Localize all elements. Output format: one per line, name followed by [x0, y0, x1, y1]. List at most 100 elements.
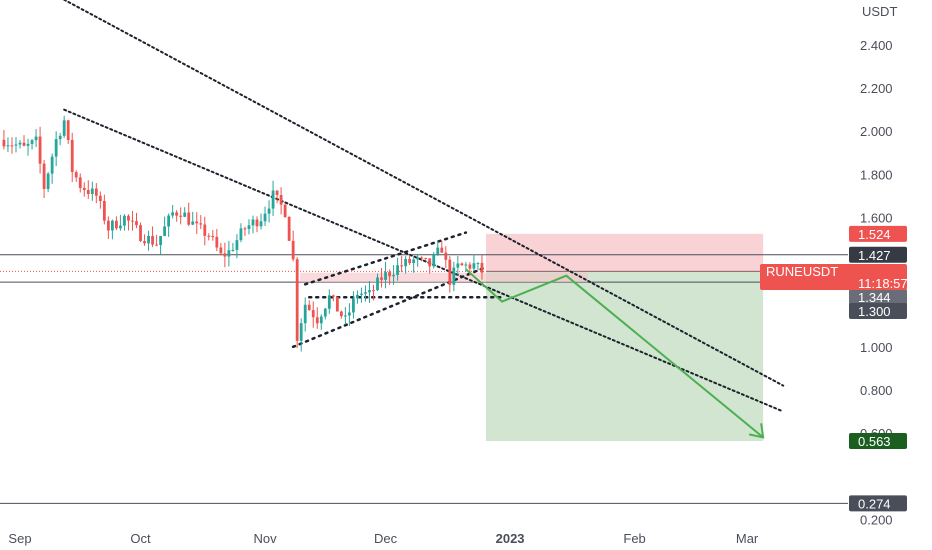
candle-body-41 — [167, 215, 171, 227]
candle-body-20 — [82, 187, 86, 191]
y-tick-8: 0.200 — [860, 512, 893, 527]
candle-body-50 — [203, 224, 207, 236]
candle-body-73 — [295, 259, 299, 341]
price-badge-label-6: 0.274 — [858, 496, 891, 511]
candle-body-9 — [38, 136, 42, 164]
candle-body-79 — [319, 316, 323, 324]
price-badge-label-3: 1.344 — [858, 290, 891, 305]
candle-body-119 — [480, 262, 484, 273]
candle-body-0 — [2, 139, 6, 147]
stop-loss-zone[interactable] — [485, 233, 764, 272]
candle-body-84 — [339, 311, 343, 317]
candle-body-33 — [135, 221, 138, 226]
symbol-badge-bg — [760, 264, 907, 290]
candle-body-81 — [327, 295, 331, 309]
trendline-3 — [303, 231, 468, 286]
take-profit-zone[interactable] — [485, 271, 764, 442]
candle-body-13 — [54, 139, 58, 157]
candles — [2, 115, 484, 352]
candle-body-92 — [372, 290, 375, 292]
candle-body-59 — [239, 228, 243, 241]
candle-body-107 — [432, 254, 436, 267]
candle-body-6 — [26, 143, 30, 146]
candle-body-26 — [106, 220, 110, 231]
price-badge-bg-4 — [849, 303, 907, 319]
candle-body-1 — [6, 145, 10, 147]
x-tick-1: Oct — [130, 531, 151, 546]
candle-body-43 — [175, 212, 179, 216]
candle-body-86 — [347, 312, 351, 316]
candle-body-11 — [46, 173, 50, 189]
candle-body-3 — [14, 144, 18, 146]
candle-body-34 — [139, 225, 142, 242]
candle-body-105 — [424, 257, 428, 259]
candle-body-111 — [448, 259, 452, 285]
candle-body-96 — [388, 272, 391, 277]
candle-body-104 — [420, 257, 424, 259]
candle-body-21 — [86, 190, 90, 194]
candle-body-40 — [163, 226, 167, 236]
y-tick-1: 2.200 — [860, 81, 893, 96]
candle-body-110 — [444, 252, 448, 260]
candle-body-97 — [392, 274, 395, 277]
candle-body-45 — [183, 212, 187, 217]
x-tick-5: Feb — [623, 531, 645, 546]
candle-body-115 — [464, 264, 468, 266]
candle-body-2 — [10, 145, 14, 147]
candle-body-7 — [30, 140, 34, 144]
price-badge-label-5: 0.563 — [858, 434, 891, 449]
candle-body-56 — [227, 250, 231, 257]
candle-body-80 — [323, 308, 327, 317]
candle-body-103 — [416, 257, 420, 260]
candle-body-62 — [251, 219, 255, 226]
price-badge-6: 0.274 — [849, 495, 907, 512]
candle-body-72 — [291, 240, 295, 260]
candle-body-76 — [307, 304, 311, 311]
price-badge-3: 1.344 — [849, 289, 907, 305]
candle-body-25 — [102, 201, 106, 221]
candle-body-114 — [460, 263, 464, 266]
candle-body-49 — [199, 223, 203, 225]
candle-body-57 — [231, 249, 235, 251]
candle-body-65 — [263, 213, 267, 222]
candle-body-27 — [110, 220, 114, 231]
candle-body-87 — [352, 298, 355, 313]
candle-body-47 — [191, 221, 195, 225]
countdown-label: 11:18:57 — [858, 276, 908, 291]
currency-label: USDT — [862, 4, 897, 19]
candle-body-35 — [143, 241, 146, 244]
x-tick-2: Nov — [253, 531, 277, 546]
candle-body-101 — [408, 258, 412, 264]
candle-body-117 — [472, 263, 476, 269]
price-badge-0: 1.524 — [849, 225, 907, 242]
candle-body-53 — [215, 236, 219, 248]
candle-body-52 — [211, 236, 215, 238]
x-tick-0: Sep — [8, 531, 31, 546]
candle-body-91 — [368, 290, 371, 293]
candle-body-83 — [335, 296, 339, 312]
candle-body-75 — [303, 304, 307, 324]
candle-body-4 — [18, 142, 22, 145]
x-axis-ticks: Sep Oct Nov Dec 2023 Feb Mar — [8, 531, 759, 546]
candle-body-82 — [331, 295, 335, 297]
price-badge-label-1: 1.427 — [858, 248, 891, 263]
candle-body-8 — [34, 136, 38, 141]
candle-body-67 — [271, 190, 275, 209]
candle-body-106 — [428, 258, 432, 267]
symbol-label: RUNEUSDT — [766, 264, 838, 279]
price-badge-bg-0 — [849, 225, 907, 242]
candle-body-98 — [396, 265, 399, 275]
candle-body-36 — [147, 235, 150, 244]
price-badge-label-0: 1.524 — [858, 227, 891, 242]
candle-body-19 — [78, 177, 82, 188]
y-tick-6: 0.800 — [860, 383, 893, 398]
candle-body-24 — [98, 195, 102, 202]
candle-body-68 — [275, 190, 279, 196]
candle-body-85 — [343, 315, 347, 317]
candle-body-64 — [259, 221, 263, 227]
price-badge-4: 1.300 — [849, 303, 907, 319]
candle-body-54 — [219, 247, 223, 254]
candle-body-109 — [440, 247, 444, 253]
